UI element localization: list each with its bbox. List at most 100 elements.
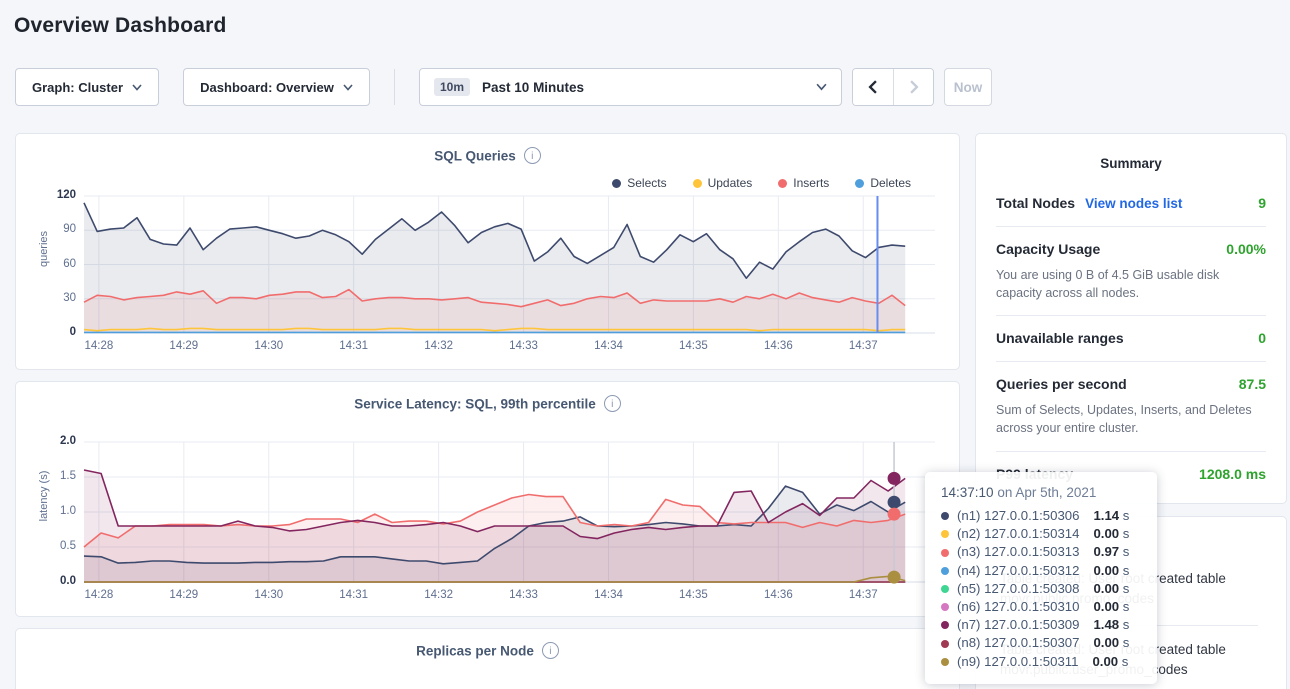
- summary-row-left: Total Nodes View nodes list: [996, 195, 1182, 213]
- tooltip-node-label: (n4) 127.0.0.1:50312: [957, 562, 1080, 578]
- dashboard-dropdown-label: Dashboard: Overview: [200, 79, 334, 95]
- legend-dot-icon: [692, 178, 702, 188]
- sql-queries-chart-area[interactable]: queries 14:28 14:29 14:30 14:31 14:32 14:33 14:…: [32, 189, 949, 359]
- sql-queries-legend: Selects Updates Inserts Deletes: [612, 176, 911, 190]
- hover-point-dot: [887, 471, 901, 485]
- tooltip-node-value: 0.00 s: [1093, 635, 1130, 651]
- legend-label: Deletes: [870, 176, 911, 190]
- time-next-button[interactable]: [893, 69, 933, 105]
- tooltip-node-row: (n5) 127.0.0.1:50308 0.00 s: [941, 580, 1141, 598]
- tooltip-date: on Apr 5th, 2021: [993, 485, 1097, 500]
- tooltip-node-unit: s: [1119, 562, 1130, 578]
- tooltip-node-unit: s: [1119, 508, 1130, 523]
- tooltip-node-row: (n6) 127.0.0.1:50310 0.00 s: [941, 598, 1141, 616]
- legend-dot-icon: [612, 178, 622, 188]
- node-color-dot-icon: [941, 548, 949, 557]
- summary-row-head: Capacity Usage 0.00%: [996, 241, 1266, 259]
- tooltip-node-unit: s: [1119, 544, 1130, 560]
- x-axis-tick-label: 14:36: [763, 340, 793, 352]
- tooltip-node-label: (n3) 127.0.0.1:50313: [957, 544, 1080, 560]
- tooltip-node-label: (n2) 127.0.0.1:50314: [957, 526, 1080, 542]
- tooltip-node-row: (n4) 127.0.0.1:50312 0.00 s: [941, 562, 1141, 580]
- summary-label: Total Nodes: [996, 195, 1076, 211]
- chevron-down-icon: [816, 83, 827, 91]
- tooltip-node-label: (n1) 127.0.0.1:50306: [957, 508, 1080, 523]
- legend-item-inserts[interactable]: Inserts: [778, 176, 829, 190]
- node-color-dot-icon: [941, 639, 949, 648]
- tooltip-node-label: (n6) 127.0.0.1:50310: [957, 599, 1080, 615]
- x-axis-tick-label: 14:34: [594, 589, 623, 601]
- summary-value: 1208.0 ms: [1199, 465, 1266, 482]
- node-color-dot-icon: [941, 584, 949, 593]
- y-axis-tick-label: 0.0: [60, 575, 76, 587]
- summary-label: Unavailable ranges: [996, 330, 1124, 347]
- node-color-dot-icon: [941, 603, 949, 612]
- summary-label: Queries per second: [996, 376, 1127, 393]
- dashboard-dropdown[interactable]: Dashboard: Overview: [183, 68, 370, 106]
- legend-label: Inserts: [793, 176, 830, 190]
- legend-dot-icon: [778, 178, 788, 188]
- x-axis-tick-label: 14:35: [679, 340, 708, 352]
- summary-row-left: Unavailable ranges: [996, 330, 1124, 348]
- legend-item-updates[interactable]: Updates: [692, 176, 752, 190]
- tooltip-node-row: (n9) 127.0.0.1:50311 0.00 s: [941, 653, 1141, 671]
- service-latency-plot[interactable]: [32, 436, 949, 608]
- summary-panel: Summary Total Nodes View nodes list 9 Capac…: [975, 133, 1287, 504]
- info-icon[interactable]: [523, 147, 541, 165]
- series-line-Inserts: [83, 288, 906, 308]
- service-latency-chart-area[interactable]: latency (s) 14:28 14:29 14:30 14:31 14:32 14:3…: [32, 435, 949, 608]
- tooltip-node-row: (n1) 127.0.0.1:50306 1.14 s: [941, 507, 1141, 525]
- tooltip-node-unit: s: [1119, 580, 1130, 596]
- summary-row-queries-per-second: Queries per second 87.5 Sum of Selects, Up…: [996, 362, 1266, 452]
- x-axis-tick-label: 14:31: [339, 589, 369, 601]
- legend-item-selects[interactable]: Selects: [612, 176, 667, 190]
- y-axis-tick-label: 60: [63, 257, 76, 270]
- summary-rows: Total Nodes View nodes list 9 Capacity Usag…: [996, 181, 1266, 497]
- summary-value: 0: [1258, 330, 1266, 347]
- tooltip-node-value: 0.00 s: [1093, 580, 1130, 596]
- info-icon[interactable]: [541, 642, 559, 660]
- time-prev-button[interactable]: [853, 69, 893, 105]
- x-axis-tick-label: 14:37: [848, 340, 878, 352]
- summary-row-head: Unavailable ranges 0: [996, 330, 1266, 348]
- node-color-dot-icon: [941, 621, 949, 630]
- legend-item-deletes[interactable]: Deletes: [855, 176, 911, 190]
- info-icon[interactable]: [603, 395, 621, 413]
- tooltip-node-row: (n3) 127.0.0.1:50313 0.97 s: [941, 543, 1141, 561]
- view-nodes-list-link[interactable]: View nodes list: [1085, 196, 1183, 211]
- summary-row-capacity-usage: Capacity Usage 0.00% You are using 0 B of …: [996, 227, 1266, 317]
- summary-row-left: Queries per second: [996, 376, 1127, 394]
- summary-description: Sum of Selects, Updates, Inserts, and De…: [996, 403, 1252, 436]
- hover-point-dot: [887, 507, 901, 521]
- graph-dropdown-label: Graph: Cluster: [31, 79, 123, 95]
- x-axis-tick-label: 14:32: [424, 340, 453, 352]
- y-axis-tick-label: 2.0: [60, 435, 76, 447]
- now-button[interactable]: Now: [944, 68, 992, 106]
- summary-label: Capacity Usage: [996, 241, 1101, 257]
- graph-dropdown[interactable]: Graph: Cluster: [15, 68, 159, 106]
- controls-divider: [394, 69, 395, 105]
- time-range-dropdown[interactable]: 10m Past 10 Minutes: [419, 68, 842, 106]
- summary-value: 9: [1258, 195, 1266, 211]
- y-axis-tick-label: 1.0: [60, 505, 76, 517]
- tooltip-node-value: 1.48 s: [1093, 617, 1130, 633]
- tooltip-timestamp: 14:37:10 on Apr 5th, 2021: [941, 485, 1141, 500]
- x-axis-tick-label: 14:28: [84, 589, 114, 601]
- tooltip-rows: (n1) 127.0.0.1:50306 1.14 s (n2) 127.0.0.1…: [941, 507, 1141, 671]
- x-axis-tick-label: 14:29: [169, 340, 199, 352]
- chart-title-service-latency: Service Latency: SQL, 99th percentile: [354, 396, 596, 412]
- y-axis-tick-label: 0.5: [60, 540, 76, 552]
- x-axis-tick-label: 14:35: [679, 589, 708, 601]
- tooltip-node-unit: s: [1119, 526, 1130, 542]
- series-area-Inserts: [84, 289, 906, 333]
- y-axis-tick-label: 120: [56, 189, 76, 201]
- summary-row-left: Capacity Usage: [996, 241, 1100, 259]
- chevron-down-icon: [132, 83, 142, 91]
- sql-queries-plot[interactable]: [32, 190, 949, 359]
- tooltip-time: 14:37:10: [941, 485, 994, 500]
- summary-row-total-nodes: Total Nodes View nodes list 9: [996, 181, 1266, 227]
- tooltip-node-label: (n9) 127.0.0.1:50311: [957, 653, 1079, 669]
- x-axis-tick-label: 14:36: [763, 589, 793, 601]
- x-axis-tick-label: 14:37: [848, 589, 878, 601]
- series-line-Updates: [83, 327, 906, 332]
